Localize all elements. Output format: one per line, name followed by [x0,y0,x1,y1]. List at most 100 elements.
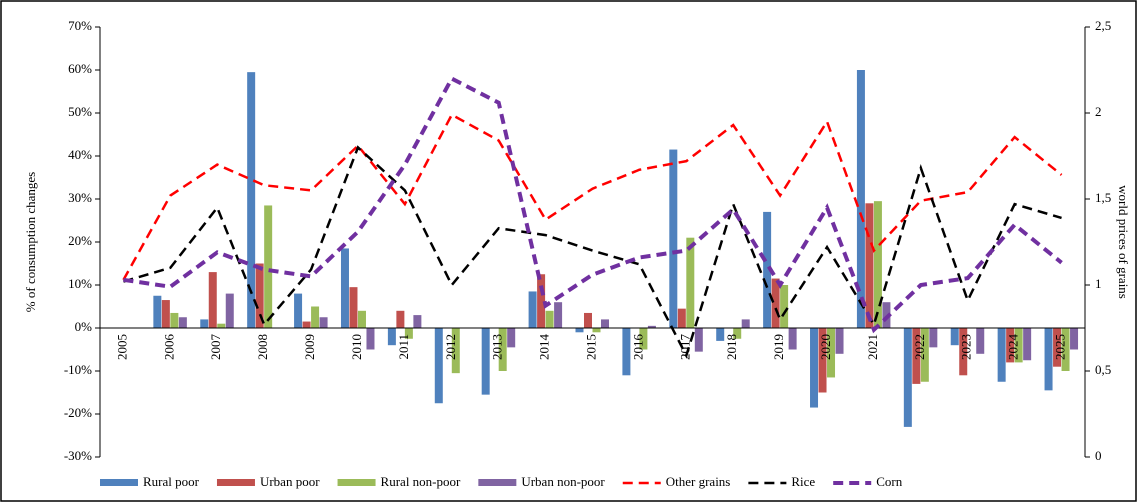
bar [366,328,375,350]
x-tick-label: 2022 [912,334,927,360]
bar [413,315,422,328]
x-tick-label: 2009 [302,334,317,360]
x-tick-label: 2014 [537,334,552,361]
bar [1044,328,1053,391]
bar [387,328,396,346]
y-tick-label: 0% [75,319,93,334]
bar [537,274,546,328]
bar [481,328,490,395]
y2-tick-label: 1 [1095,276,1102,291]
y-tick-label: 70% [68,18,92,33]
legend-label: Corn [876,474,903,489]
bar [200,319,209,328]
legend-label: Urban non-poor [521,474,605,489]
y2-tick-label: 2,5 [1095,18,1111,33]
bar [340,248,349,328]
legend-label: Urban poor [260,474,320,489]
bar [161,300,170,328]
bar [1061,328,1070,371]
bar [788,328,797,350]
bar [584,312,592,328]
bar [950,328,959,346]
y2-tick-label: 2 [1095,104,1102,119]
bar [255,263,264,328]
legend-label: Rural non-poor [381,474,461,489]
bar [528,291,537,328]
x-tick-label: 2012 [443,334,458,360]
x-tick-label: 2015 [583,334,598,360]
bar [294,293,303,328]
bar [976,328,985,354]
bar [733,328,742,339]
bar [771,278,780,328]
bar [1053,328,1062,367]
bar [170,312,179,328]
legend-label: Rice [791,474,815,489]
legend-swatch [100,479,138,486]
x-tick-label: 2006 [161,334,176,361]
bar [178,317,187,328]
x-tick-label: 2011 [396,334,411,360]
x-tick-label: 2023 [959,334,974,360]
x-tick-label: 2016 [630,334,645,361]
x-tick-label: 2017 [677,334,692,361]
bar [929,328,938,348]
bar [264,205,273,328]
bar [873,201,882,328]
bar [622,328,631,376]
bar [856,70,865,328]
y-tick-label: -30% [64,448,92,463]
bar [741,319,750,328]
y2-tick-label: 0 [1095,448,1102,463]
bar [601,319,609,328]
y-axis-title: % of consumption changes [23,172,38,312]
bar [827,328,836,378]
y-tick-label: 10% [68,276,92,291]
legend-label: Rural poor [143,474,200,489]
bar [716,328,725,341]
bar [434,328,443,404]
y-tick-label: 20% [68,233,92,248]
x-tick-label: 2013 [490,334,505,360]
y-tick-label: 60% [68,61,92,76]
bar [647,325,656,328]
x-tick-label: 2019 [771,334,786,360]
bar [554,302,563,328]
bar [592,328,601,333]
bar [818,328,827,393]
bar [997,328,1006,382]
y-tick-label: -10% [64,362,92,377]
x-tick-label: 2020 [818,334,833,360]
bar [349,287,358,328]
bar [302,321,311,328]
legend-label: Other grains [666,474,731,489]
x-tick-label: 2007 [208,334,223,361]
bar [780,285,789,328]
bar [1070,328,1079,350]
bar [357,310,366,328]
y-tick-label: -20% [64,405,92,420]
x-tick-label: 2005 [114,334,129,360]
bar [865,203,874,328]
bar [810,328,819,408]
bar [507,328,516,348]
legend-swatch [337,479,376,486]
bar [920,328,929,382]
bar [208,272,217,328]
bar [959,328,968,376]
bar [247,72,256,329]
x-tick-label: 2008 [255,334,270,360]
bar [903,328,912,427]
bar [311,306,320,328]
bar [498,328,507,371]
bar [153,295,162,328]
bar [694,328,703,352]
bar [677,308,686,328]
bar [319,317,328,328]
bar [451,328,460,374]
bar [575,328,584,333]
line-series [122,113,1063,281]
y-tick-label: 50% [68,104,92,119]
x-tick-label: 2018 [724,334,739,360]
